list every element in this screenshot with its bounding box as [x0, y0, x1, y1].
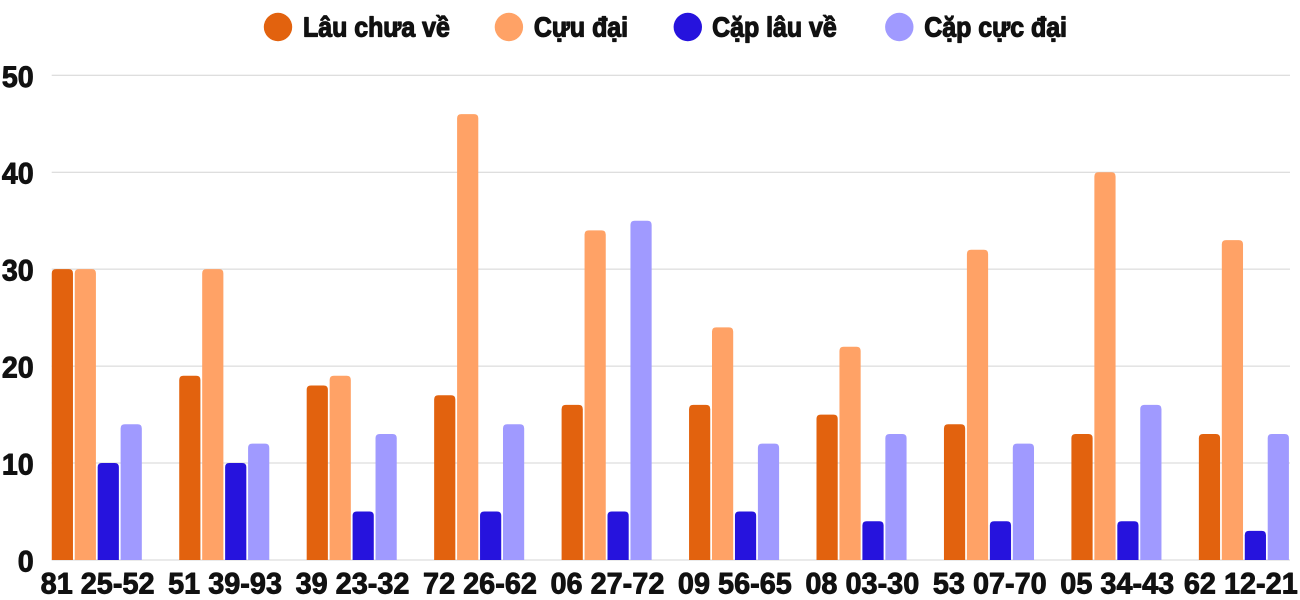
svg-text:10: 10 [2, 448, 34, 482]
svg-text:Lâu chưa về: Lâu chưa về [303, 11, 450, 43]
svg-text:50: 50 [2, 60, 34, 94]
svg-text:53 07-70: 53 07-70 [933, 567, 1047, 600]
svg-text:0: 0 [18, 545, 34, 579]
svg-text:08 03-30: 08 03-30 [805, 567, 919, 600]
svg-text:72 26-62: 72 26-62 [423, 567, 537, 600]
svg-text:09 56-65: 09 56-65 [678, 567, 792, 600]
svg-text:62 12-21: 62 12-21 [1184, 567, 1298, 600]
svg-text:51 39-93: 51 39-93 [168, 567, 282, 600]
svg-text:Cựu đại: Cựu đại [534, 11, 628, 43]
svg-text:39 23-32: 39 23-32 [296, 567, 410, 600]
svg-text:40: 40 [2, 157, 34, 191]
svg-text:81 25-52: 81 25-52 [41, 567, 155, 600]
svg-text:05 34-43: 05 34-43 [1060, 567, 1174, 600]
svg-text:Cặp cực đại: Cặp cực đại [924, 11, 1067, 43]
svg-text:06 27-72: 06 27-72 [550, 567, 664, 600]
svg-text:20: 20 [2, 351, 34, 385]
svg-text:Cặp lâu về: Cặp lâu về [712, 11, 837, 43]
svg-text:30: 30 [2, 254, 34, 288]
